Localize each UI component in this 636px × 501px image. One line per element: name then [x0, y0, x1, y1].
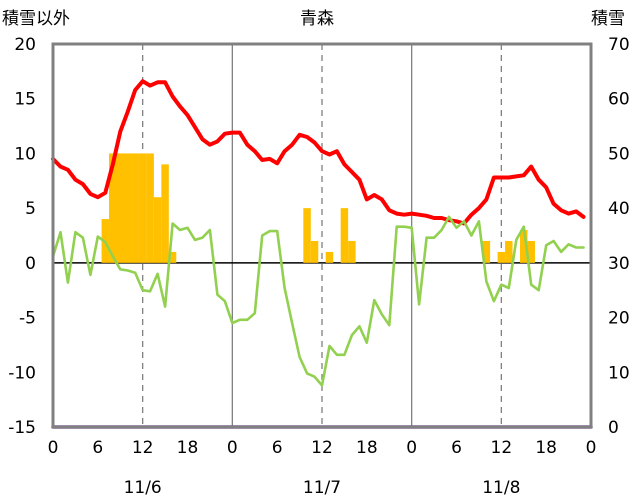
series-red-line [51, 79, 586, 226]
xtick-6: 12 [311, 438, 333, 458]
right-ytick-0: 0 [608, 418, 619, 438]
left-axis-label: 積雪以外 [2, 9, 70, 29]
xtick-11: 18 [535, 438, 557, 458]
bar-9 [116, 153, 124, 263]
day-label-2: 11/7 [303, 478, 341, 498]
bar-10 [123, 153, 132, 263]
xtick-7: 18 [356, 438, 378, 458]
bar-14 [153, 197, 162, 263]
left-ytick-5: 5 [25, 199, 36, 219]
right-ytick-40: 40 [608, 199, 630, 219]
left-ytick-20: 20 [14, 35, 36, 55]
bar-37 [325, 251, 334, 263]
bar-34 [303, 208, 311, 263]
bar-16 [168, 251, 177, 263]
bar-8 [109, 153, 117, 263]
bar-35 [310, 240, 319, 263]
right-ytick-20: 20 [608, 309, 630, 329]
bar-64 [527, 240, 535, 263]
bar-61 [505, 240, 513, 263]
bar-60 [497, 251, 506, 263]
chart-title: 青森 [300, 9, 334, 29]
right-ytick-30: 30 [608, 254, 630, 274]
xtick-10: 12 [491, 438, 513, 458]
plot-frame [51, 42, 593, 429]
xtick-0: 0 [48, 438, 59, 458]
bar-12 [138, 153, 147, 263]
day-label-1: 11/6 [124, 478, 162, 498]
right-ytick-10: 10 [608, 363, 630, 383]
bar-58 [482, 240, 491, 263]
left-ytick--10: -10 [8, 363, 36, 383]
bar-63 [520, 230, 528, 263]
left-ytick-15: 15 [14, 90, 36, 110]
right-ytick-60: 60 [608, 90, 630, 110]
right-ytick-70: 70 [608, 35, 630, 55]
left-ytick--5: -5 [19, 309, 36, 329]
right-ytick-50: 50 [608, 144, 630, 164]
day-label-3: 11/8 [482, 478, 520, 498]
xtick-2: 12 [132, 438, 154, 458]
right-axis-label: 積雪 [591, 9, 625, 29]
xtick-9: 6 [451, 438, 462, 458]
xtick-8: 0 [406, 438, 417, 458]
bar-39 [340, 208, 349, 263]
bar-15 [161, 164, 169, 263]
xtick-3: 18 [177, 438, 199, 458]
xtick-4: 0 [227, 438, 238, 458]
xtick-1: 6 [92, 438, 103, 458]
bar-11 [131, 153, 139, 263]
left-ytick--15: -15 [8, 418, 36, 438]
left-ytick-10: 10 [14, 144, 36, 164]
left-ytick-0: 0 [25, 254, 36, 274]
bar-40 [348, 240, 356, 263]
xtick-12: 0 [586, 438, 597, 458]
xtick-5: 6 [272, 438, 283, 458]
series-green-line [51, 215, 585, 387]
bar-13 [146, 153, 154, 263]
